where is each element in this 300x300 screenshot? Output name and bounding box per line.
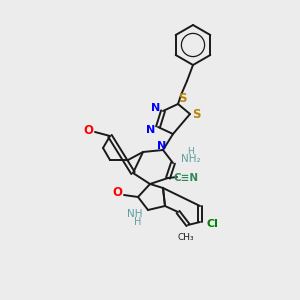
Text: O: O: [112, 187, 122, 200]
Text: S: S: [178, 92, 186, 104]
Text: CH₃: CH₃: [178, 232, 194, 242]
Text: N: N: [158, 141, 166, 151]
Text: N: N: [146, 125, 156, 135]
Text: N: N: [152, 103, 160, 113]
Text: O: O: [83, 124, 93, 136]
Text: H: H: [188, 146, 194, 155]
Text: Cl: Cl: [206, 219, 218, 229]
Text: NH₂: NH₂: [181, 154, 201, 164]
Text: NH: NH: [127, 209, 143, 219]
Text: C≡N: C≡N: [173, 173, 199, 183]
Text: H: H: [134, 217, 142, 227]
Text: S: S: [192, 107, 200, 121]
